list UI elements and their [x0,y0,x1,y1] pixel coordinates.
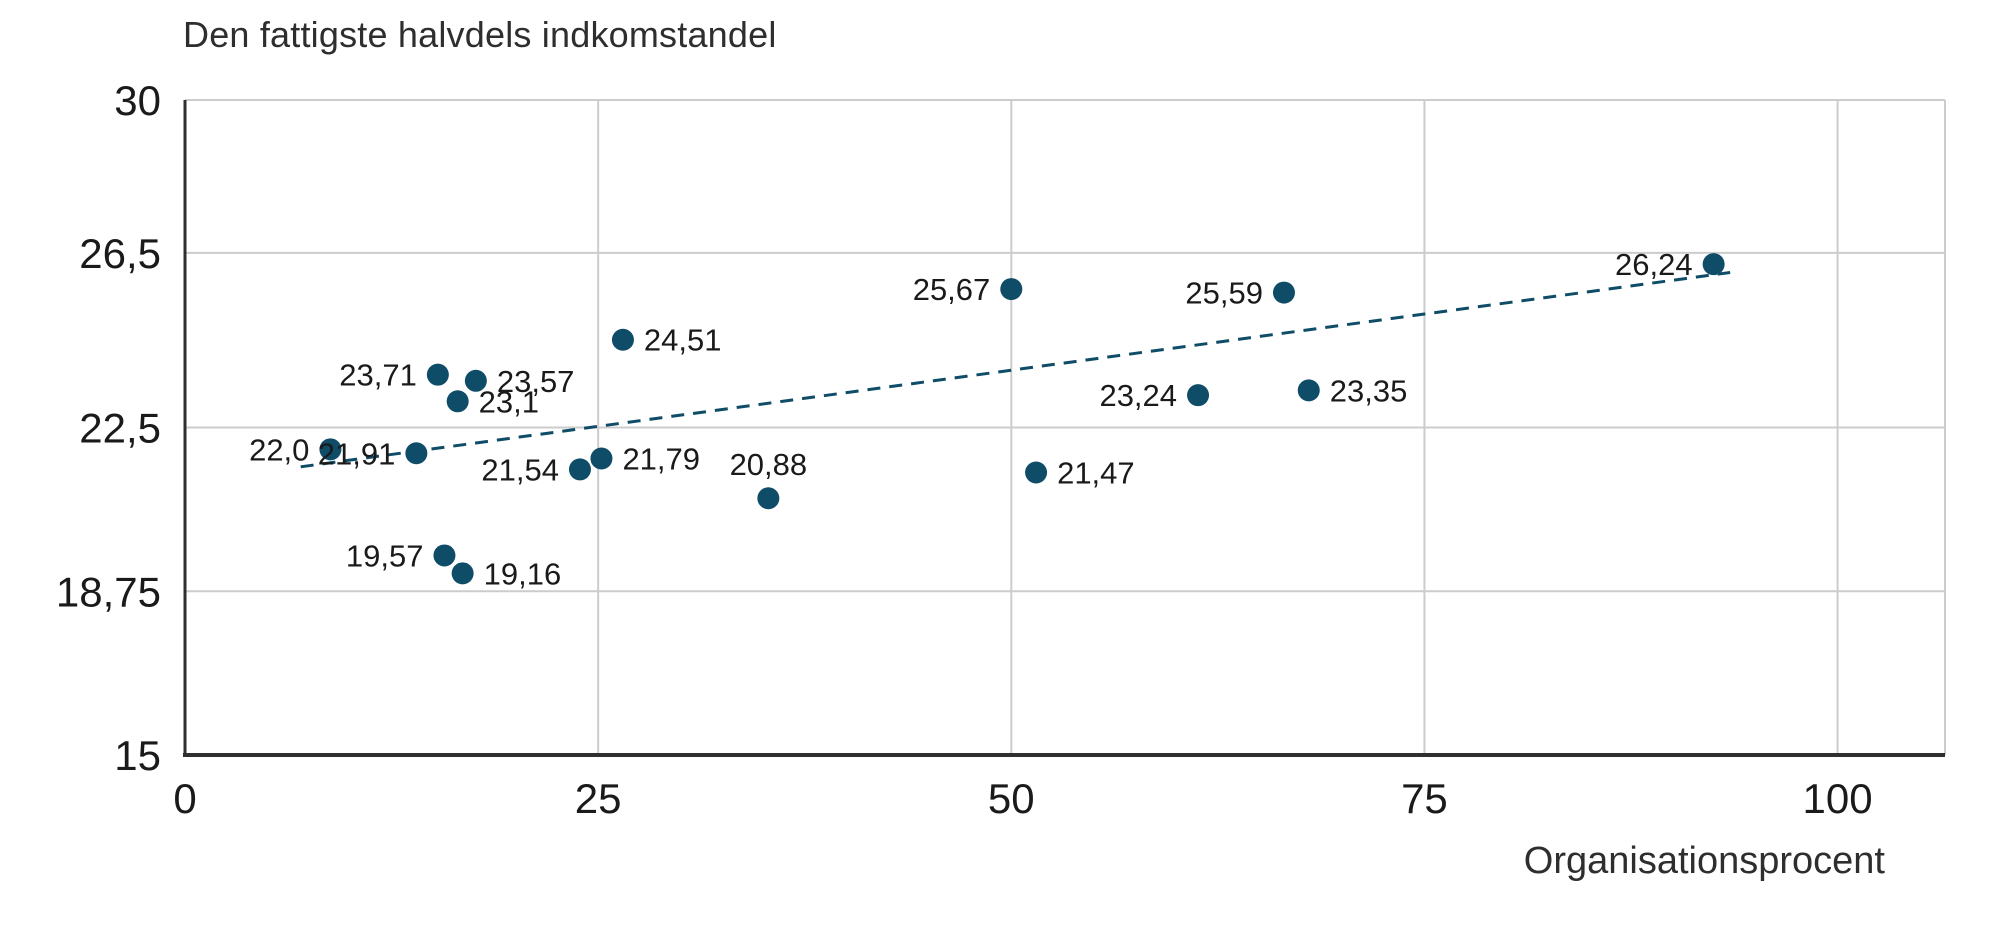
data-point-label: 21,47 [1057,455,1135,490]
data-point-label: 19,16 [484,556,562,591]
data-point [451,562,474,585]
data-point [319,438,342,461]
x-tick-label: 75 [1401,775,1448,822]
data-point [426,363,449,386]
data-point-label: 22,0 [249,432,309,467]
data-point [611,328,634,351]
x-tick-label: 0 [173,775,196,822]
y-tick-label: 15 [114,732,161,779]
data-point-label: 20,88 [730,447,808,482]
data-point [1000,278,1023,301]
data-point-label: 21,79 [622,442,700,477]
data-point [568,458,591,481]
data-point-label: 23,24 [1099,378,1177,413]
data-point-label: 23,35 [1330,373,1408,408]
data-point [433,544,456,567]
data-point-label: 26,24 [1615,247,1693,282]
data-point [446,390,469,413]
chart-title: Den fattigste halvdels indkomstandel [183,14,777,55]
data-point-label: 19,57 [346,538,424,573]
data-point-label: 24,51 [644,323,722,358]
data-point [1025,461,1048,484]
data-point [464,369,487,392]
data-point-label: 23,71 [339,358,417,393]
data-point-label: 21,91 [318,436,396,471]
data-point [1187,384,1210,407]
y-tick-label: 18,75 [56,568,161,615]
y-tick-label: 22,5 [79,405,161,452]
y-tick-label: 30 [114,77,161,124]
data-point [590,447,613,470]
x-axis-label: Organisationsprocent [1523,840,1885,882]
data-point [405,442,428,465]
data-point [1297,379,1320,402]
x-tick-label: 25 [575,775,622,822]
data-point-label: 25,59 [1185,276,1263,311]
data-point-label: 25,67 [913,272,991,307]
data-point-label: 21,54 [481,452,559,487]
data-point [757,487,780,510]
y-tick-label: 26,5 [79,230,161,277]
data-point [1272,281,1295,304]
x-tick-label: 50 [988,775,1035,822]
data-point [1702,253,1725,276]
data-point-label: 23,1 [479,384,539,419]
data-point-label: 23,57 [497,364,575,399]
x-tick-label: 100 [1803,775,1873,822]
